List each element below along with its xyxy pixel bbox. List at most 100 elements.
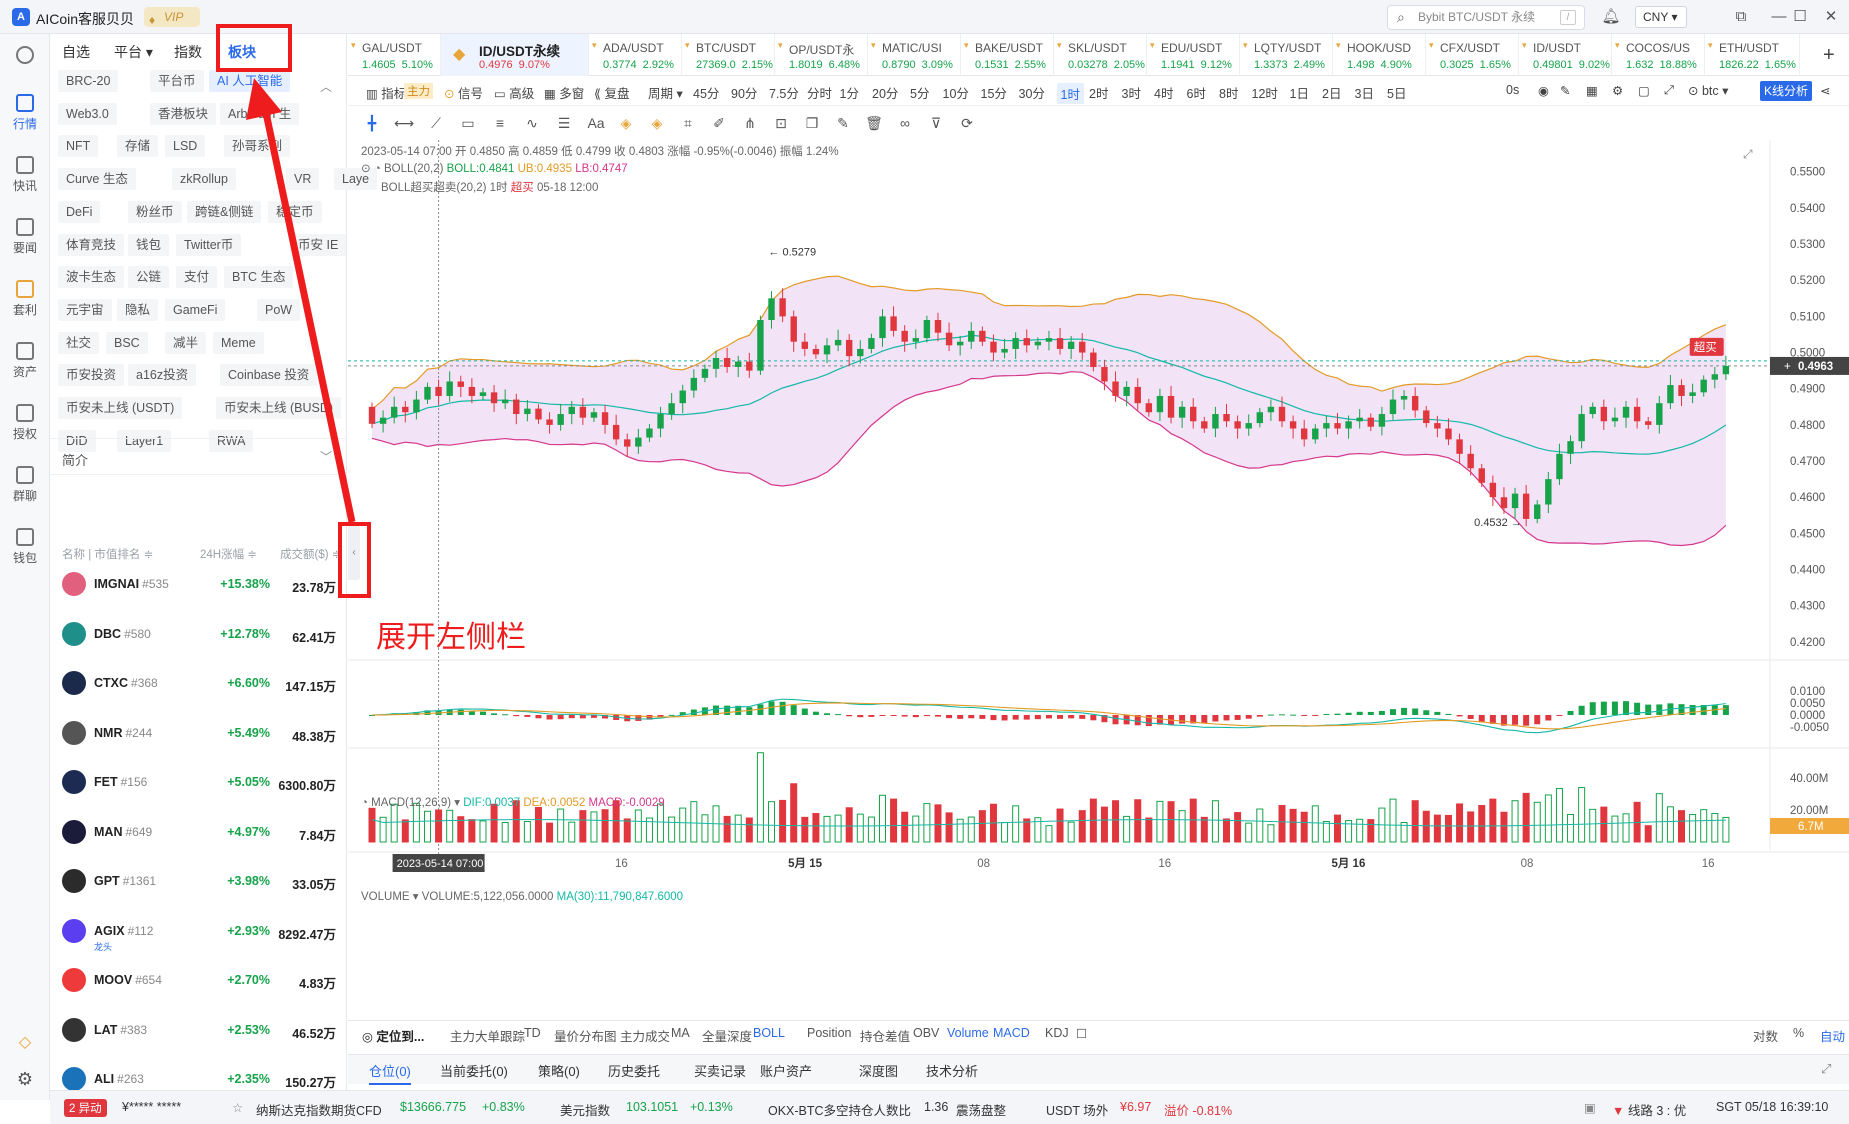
bell-icon[interactable]: 🔔︎ — [1601, 8, 1621, 25]
indicator-toggle[interactable]: MA — [671, 1026, 690, 1040]
period-option[interactable]: 7.5分 — [769, 87, 799, 101]
magnet-icon[interactable]: ◈ — [620, 115, 632, 131]
order-tab[interactable]: 仓位(0) — [369, 1061, 411, 1085]
settings-gear-icon[interactable]: ⚙ — [1612, 84, 1624, 98]
copy-icon[interactable]: ❐ — [805, 115, 819, 131]
ticker-item[interactable]: ▾ EDU/USDT 1.1941 9.12% — [1147, 34, 1240, 76]
crosshair-icon[interactable]: ╋ — [367, 115, 377, 131]
period-option[interactable]: 15分 — [980, 87, 1007, 101]
order-tab[interactable]: 策略(0) — [538, 1064, 580, 1079]
indicator-toggle[interactable]: OBV — [913, 1026, 940, 1040]
sector-tag[interactable]: 减半 — [165, 331, 207, 354]
refresh-icon[interactable]: ⟳ — [961, 115, 973, 131]
indicator-toggle[interactable]: TD — [524, 1026, 541, 1040]
coin-row[interactable]: IMGNAI #535 +15.38% 23.78万 — [50, 560, 347, 610]
route-indicator[interactable]: ▼ 线路 3 : 优 — [1612, 1104, 1687, 1118]
sector-tag[interactable]: PoW — [257, 298, 301, 321]
edit-indicators-icon[interactable]: ☐ — [1076, 1027, 1088, 1041]
sector-tag[interactable]: 体育竞技 — [58, 233, 125, 256]
sector-tag[interactable]: Curve 生态 — [58, 168, 136, 191]
nav-arbitrage[interactable]: 套利 — [0, 280, 50, 318]
coin-row[interactable]: FET #156 +5.05% 6300.80万 — [50, 758, 347, 808]
percent-toggle[interactable]: % — [1793, 1026, 1805, 1040]
multi-window-button[interactable]: ▦ 多窗 — [544, 87, 585, 101]
search-input[interactable]: ⌕ Bybit BTC/USDT 永续 / — [1387, 5, 1585, 30]
sector-tag[interactable]: Layer1 — [117, 429, 172, 452]
indicator-button[interactable]: ▥ 指标 — [366, 87, 407, 101]
period-option[interactable]: 1日 — [1289, 87, 1309, 101]
trash-icon[interactable]: 🗑︎ — [865, 115, 883, 131]
nasdaq-label[interactable]: 纳斯达克指数期货CFD — [256, 1104, 382, 1118]
sector-tag[interactable]: DID — [58, 429, 96, 452]
rectangle-icon[interactable]: ▭ — [461, 115, 475, 131]
nav-flash[interactable]: 快讯 — [0, 156, 50, 194]
edit-icon[interactable]: ✎ — [837, 115, 849, 131]
sector-tag[interactable]: Web3.0 — [58, 102, 117, 125]
indicator-toggle[interactable]: 主力成交 — [620, 1030, 671, 1044]
coin-row[interactable]: CTXC #368 +6.60% 147.15万 — [50, 659, 347, 709]
vip-badge[interactable]: ♦ VIP — [144, 7, 200, 27]
col-name-header[interactable]: 名称 | 市值排名 ≑ — [62, 549, 154, 561]
sector-tag[interactable]: zkRollup — [172, 168, 236, 191]
signal-button[interactable]: ⊙ 信号 — [444, 87, 483, 101]
period-option[interactable]: 3日 — [1354, 87, 1374, 101]
ticker-item[interactable]: ▾ ETH/USDT 1826.22 1.65% — [1705, 34, 1800, 76]
order-tab[interactable]: 历史委托 — [608, 1064, 661, 1079]
sector-tag[interactable]: 隐私 — [117, 298, 159, 321]
screen-icon[interactable]: ▢ — [1638, 84, 1650, 98]
minimize-icon[interactable]: — — [1771, 8, 1787, 25]
order-tab[interactable]: 当前委托(0) — [440, 1064, 508, 1079]
sector-tag[interactable]: RWA — [209, 429, 254, 452]
order-tab[interactable]: 账户资产 — [760, 1064, 813, 1079]
col-volume-header[interactable]: 成交额($) ≑ — [280, 549, 342, 561]
sector-tag[interactable]: Meme — [213, 331, 264, 354]
sector-tag[interactable]: 平台币 — [150, 70, 204, 92]
sector-tag[interactable]: 元宇宙 — [58, 298, 112, 321]
period-option[interactable]: 12时 — [1251, 87, 1278, 101]
grid-icon[interactable]: ▦ — [1586, 84, 1598, 98]
sector-tag[interactable]: a16z投资 — [128, 364, 197, 387]
nav-group-chat[interactable]: 群聊 — [0, 466, 50, 504]
ticker-item[interactable]: ▾ LQTY/USDT 1.3373 2.49% — [1240, 34, 1333, 76]
sector-tag[interactable]: AI 人工智能 — [209, 70, 291, 92]
brush-icon[interactable]: ✐ — [713, 115, 725, 131]
usdt-otc-label[interactable]: USDT 场外 — [1046, 1104, 1109, 1118]
period-option[interactable]: 5日 — [1387, 87, 1407, 101]
pattern-icon[interactable]: ⋔ — [744, 115, 756, 131]
period-option[interactable]: 45分 — [693, 87, 720, 101]
sector-tag[interactable]: 社交 — [58, 331, 100, 354]
sector-tag[interactable]: 币安 IE — [290, 233, 347, 256]
sector-tag[interactable]: NFT — [58, 135, 99, 158]
ticker-item[interactable]: ▾ OP/USDT永 1.8019 6.48% — [775, 34, 868, 76]
sector-tag[interactable]: 钱包 — [128, 233, 170, 256]
expand-chart-icon[interactable]: ⤢ — [1743, 147, 1753, 161]
indicator-toggle[interactable]: 持仓差值 — [860, 1030, 911, 1044]
trend-line-icon[interactable]: ⟋ — [431, 115, 441, 131]
coin-row[interactable]: MAN #649 +4.97% 7.84万 — [50, 808, 347, 858]
indicator-toggle[interactable]: 全量深度 — [702, 1030, 753, 1044]
close-icon[interactable]: ✕ — [1824, 8, 1838, 25]
col-change-header[interactable]: 24H涨幅 ≑ — [200, 549, 257, 561]
ticker-item[interactable]: ▾ COCOS/US 1.632 18.88% — [1612, 34, 1705, 76]
period-option[interactable]: 4时 — [1154, 87, 1174, 101]
period-option[interactable]: 3时 — [1121, 87, 1141, 101]
coin-row[interactable]: MOOV #654 +2.70% 4.83万 — [50, 956, 347, 1006]
globe-icon[interactable] — [0, 46, 50, 67]
sector-tag[interactable]: 稳定币 — [268, 200, 322, 223]
indicator-toggle[interactable]: MACD — [993, 1026, 1030, 1040]
replay-button[interactable]: ⟪ 复盘 — [594, 87, 630, 101]
chart-area[interactable]: 0.5500 0.5400 0.5300 0.5200 0.5100 0.5000 0.49… — [348, 140, 1849, 1018]
fib-icon[interactable]: ☰ — [557, 115, 571, 131]
link-icon[interactable]: ∞ — [900, 115, 910, 131]
sector-tag[interactable]: VR — [286, 168, 320, 191]
sector-tag[interactable]: 孙哥系列 — [224, 135, 291, 158]
auto-scale-toggle[interactable]: 自动 — [1820, 1030, 1846, 1044]
ticker-item[interactable]: ▾ ADA/USDT 0.3774 2.92% — [589, 34, 682, 76]
order-tab[interactable]: 技术分析 — [926, 1064, 979, 1079]
sector-tag[interactable]: 波卡生态 — [58, 266, 125, 289]
nav-news[interactable]: 要闻 — [0, 218, 50, 256]
period-select[interactable]: 周期 ▾ — [648, 87, 683, 101]
chart-canvas[interactable]: 0.55000.54000.53000.52000.51000.50000.49… — [348, 140, 1849, 1018]
ruler-icon[interactable]: ⌗ — [684, 115, 692, 131]
period-option[interactable]: 1分 — [839, 87, 859, 101]
